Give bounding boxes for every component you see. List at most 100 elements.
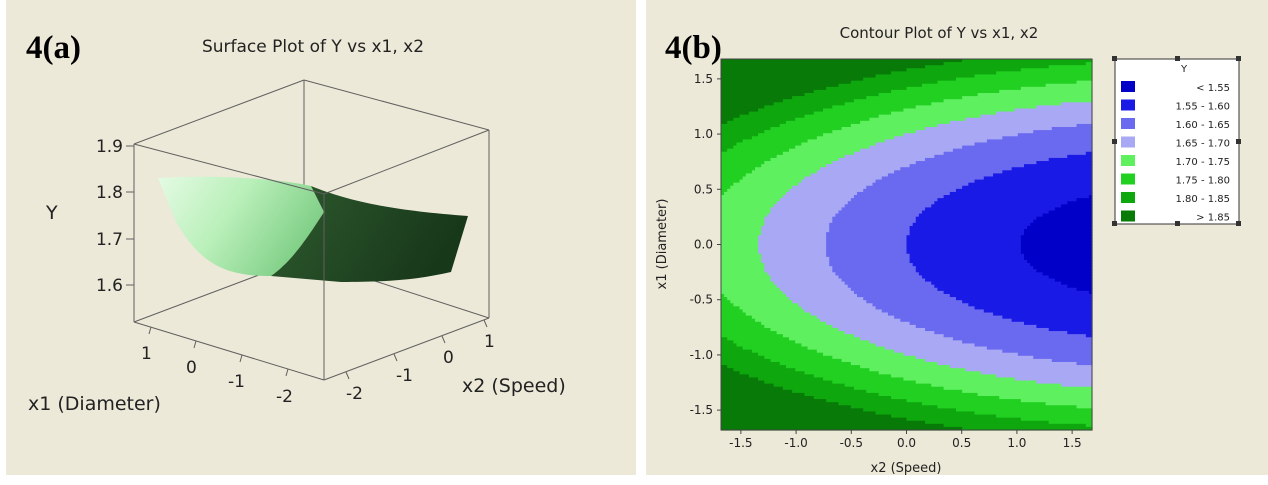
contour-band-cell — [832, 219, 917, 224]
contour-band-cell — [761, 232, 827, 236]
contour-band-cell — [798, 182, 874, 187]
contour-band-cell — [733, 368, 796, 372]
contour-band-cell — [761, 256, 830, 261]
contour-band-cell — [721, 312, 747, 317]
contour-band-cell — [847, 284, 935, 289]
contour-band-cell — [721, 368, 734, 372]
contour-band-cell — [931, 383, 1062, 388]
contour-band-cell — [773, 204, 846, 208]
contour-band-cell — [813, 89, 892, 94]
contour-band-cell — [894, 136, 1003, 140]
contour-band-cell — [721, 321, 762, 326]
contour-band-cell — [721, 290, 784, 295]
contour-band-cell — [853, 386, 945, 391]
contour-band-cell — [758, 244, 827, 249]
contour-band-cell — [795, 117, 870, 122]
x-tick-label: 0.5 — [952, 436, 971, 450]
contour-band-cell — [810, 312, 889, 317]
x1-tick-label: -1 — [228, 372, 245, 392]
contour-band-cell — [826, 250, 908, 255]
contour-band-cell — [764, 324, 833, 329]
contour-band-cell — [758, 108, 824, 113]
y-tick-label: -1.5 — [690, 403, 713, 417]
contour-band-cell — [962, 389, 1093, 394]
contour-band-cell — [1085, 151, 1093, 156]
contour-band-cell — [965, 368, 1093, 372]
contour-band-cell — [832, 105, 917, 110]
contour-band-cell — [758, 250, 827, 255]
contour-band-cell — [721, 306, 741, 311]
contour-band-cell — [1061, 281, 1093, 286]
contour-band-cell — [832, 130, 917, 134]
contour-band-cell — [906, 235, 1022, 239]
contour-band-cell — [968, 303, 1093, 307]
contour-band-cell — [721, 355, 765, 360]
contour-band-cell — [751, 136, 818, 140]
contour-band-cell — [758, 377, 824, 382]
contour-band-cell — [1045, 402, 1093, 406]
contour-band-cell — [755, 167, 821, 171]
contour-band-cell — [875, 411, 976, 416]
contour-band-cell — [782, 334, 855, 338]
contour-band-cell — [1085, 62, 1093, 66]
contour-band-cell — [721, 99, 784, 103]
contour-band-cell — [785, 293, 858, 298]
contour-band-cell — [891, 374, 997, 379]
contour-band-cell — [909, 225, 1028, 230]
contour-band-cell — [721, 117, 734, 122]
contour-band-cell — [764, 269, 833, 273]
contour-band-cell — [782, 151, 855, 156]
contour-band-cell — [974, 74, 1093, 79]
legend-swatch — [1121, 155, 1135, 166]
contour-band-cell — [721, 337, 728, 341]
contour-band-cell — [782, 386, 855, 391]
contour-band-cell — [841, 127, 926, 131]
contour-band-cell — [730, 185, 793, 190]
contour-band-cell — [906, 241, 1022, 246]
contour-band-cell — [721, 300, 731, 304]
contour-band-cell — [789, 337, 861, 341]
contour-band-cell — [776, 201, 849, 205]
contour-band-cell — [826, 86, 908, 91]
legend-entry-label: 1.80 - 1.85 — [1176, 194, 1231, 205]
contour-band-cell — [721, 275, 772, 280]
contour-band-cell — [881, 309, 985, 314]
contour-band-cell — [1067, 201, 1093, 205]
contour-band-cell — [906, 244, 1022, 249]
contour-band-cell — [721, 164, 762, 168]
contour-band-cell — [1054, 207, 1093, 212]
contour-band-cell — [931, 102, 1062, 106]
contour-band-cell — [764, 105, 833, 110]
contour-band-cell — [721, 102, 775, 106]
contour-band-cell — [816, 136, 895, 140]
contour-band-cell — [915, 130, 1034, 134]
contour-band-cell — [996, 111, 1093, 116]
contour-band-cell — [736, 343, 802, 348]
contour-band-cell — [721, 411, 877, 416]
contour-band-cell — [764, 380, 833, 385]
contour-band-cell — [721, 309, 744, 314]
contour-band-cell — [850, 361, 939, 366]
contour-band-cell — [853, 151, 945, 156]
contour-band-cell — [838, 327, 926, 332]
contour-band-cell — [1023, 164, 1093, 168]
contour-band-cell — [721, 374, 750, 379]
contour-band-cell — [918, 272, 1044, 277]
x-tick-label: -0.5 — [840, 436, 863, 450]
contour-band-cell — [813, 111, 892, 116]
contour-band-cell — [1048, 65, 1093, 69]
contour-band-cell — [721, 358, 772, 363]
contour-band-cell — [721, 399, 827, 403]
contour-band-cell — [764, 219, 833, 224]
contour-band-cell — [773, 281, 846, 286]
contour-band-cell — [761, 229, 830, 233]
contour-band-cell — [952, 337, 1093, 341]
contour-band-cell — [801, 142, 877, 147]
contour-band-cell — [721, 204, 775, 208]
contour-band-cell — [721, 191, 725, 196]
contour-band-cell — [801, 306, 877, 311]
contour-band-cell — [748, 374, 815, 379]
z-tick-label: 1.6 — [96, 276, 123, 296]
contour-band-cell — [721, 349, 753, 354]
contour-band-cell — [721, 114, 741, 119]
